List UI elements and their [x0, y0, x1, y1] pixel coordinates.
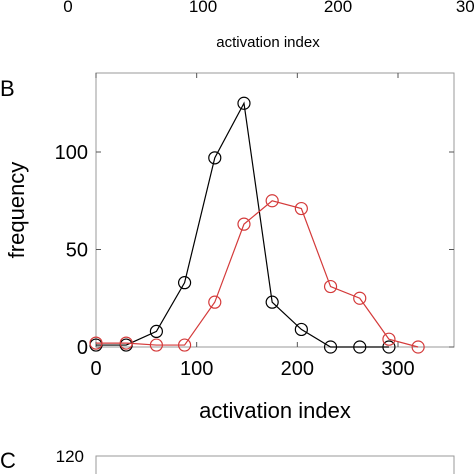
- series-1-line: [96, 200, 419, 348]
- panel-b-plot: 0 50 100 0 100 200 300 activation index frequ…: [4, 72, 455, 423]
- series-0-point: [294, 322, 308, 337]
- series-1-point: [89, 336, 103, 350]
- series-1-point: [149, 338, 163, 352]
- series-1-point: [382, 332, 396, 346]
- series-0-point: [177, 276, 192, 290]
- series-1-point: [353, 291, 367, 305]
- y-tick-label: 100: [55, 142, 88, 164]
- panel-a-x-tick-200: 200: [324, 0, 352, 16]
- plot-frame: [95, 72, 455, 348]
- series-1-point: [411, 340, 425, 354]
- y-tick-label: 0: [77, 337, 88, 359]
- panel-a: 0 100 200 300 activation index: [63, 0, 474, 51]
- series-0-point: [149, 324, 163, 338]
- x-axis-label: activation index: [199, 398, 351, 423]
- series-1-point: [237, 217, 251, 231]
- panel-c-letter: C: [0, 448, 16, 473]
- y-axis-label: frequency: [4, 162, 29, 259]
- panel-c-plot-frame: [95, 455, 455, 474]
- x-tick-label: 300: [381, 358, 414, 380]
- x-tick-label: 200: [281, 358, 314, 380]
- x-axis: 0 100 200 300: [90, 73, 415, 380]
- series-0-point: [382, 340, 396, 354]
- series-0-point: [208, 151, 222, 165]
- panel-b-letter: B: [0, 76, 15, 101]
- series-1-point: [119, 336, 133, 350]
- panel-a-x-tick-100: 100: [189, 0, 217, 16]
- series-1-point: [323, 279, 338, 294]
- y-axis: 0 50 100: [55, 142, 454, 359]
- series-layer: [89, 96, 425, 354]
- series-0-line: [96, 101, 389, 348]
- series-0-point: [323, 340, 338, 354]
- panel-a-x-tick-300: 300: [456, 0, 474, 16]
- panel-c-y-tick-120: 120: [56, 447, 84, 466]
- series-1-point: [294, 201, 308, 216]
- series-0-point: [265, 295, 279, 309]
- series-1-point: [265, 194, 279, 208]
- panel-a-x-tick-0: 0: [63, 0, 72, 16]
- series-0-point: [237, 96, 251, 110]
- panel-c: C 120: [0, 447, 455, 474]
- panel-a-x-axis-label: activation index: [216, 34, 320, 51]
- x-tick-label: 0: [90, 358, 101, 380]
- y-tick-label: 50: [66, 240, 88, 262]
- series-1-point: [177, 338, 192, 352]
- series-0-point: [353, 340, 367, 354]
- x-tick-label: 100: [180, 358, 213, 380]
- series-1-point: [208, 295, 222, 309]
